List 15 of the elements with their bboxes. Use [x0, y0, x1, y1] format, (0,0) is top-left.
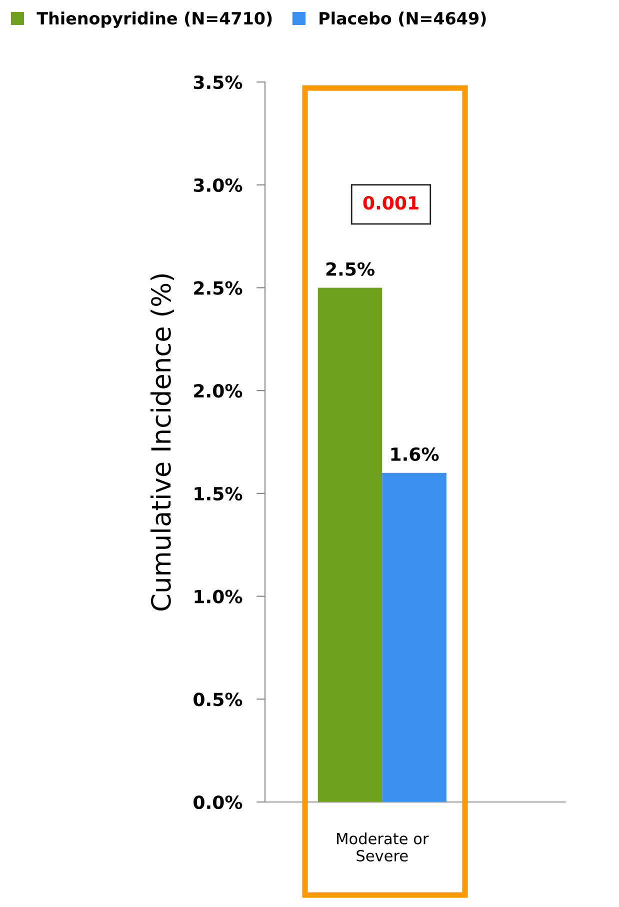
- y-tick-label: 2.5%: [194, 281, 242, 295]
- x-tick-label: Moderate or Severe: [337, 832, 429, 862]
- y-axis-title: Cumulative Incidence (%): [150, 274, 174, 610]
- annotation: 0.001: [363, 196, 418, 210]
- y-tick-label: 2.0%: [194, 384, 242, 398]
- y-tick-label: 3.0%: [194, 178, 242, 192]
- y-tick-label: 1.0%: [194, 590, 242, 604]
- y-tick-label: 0.0%: [194, 795, 242, 810]
- data-label: 1.6%: [391, 447, 439, 462]
- y-tick-label: 0.5%: [194, 692, 242, 706]
- legend-label: Placebo (N=4649): [320, 12, 486, 27]
- legend-label: Thienopyridine (N=4710): [36, 12, 272, 28]
- y-tick-label: 1.5%: [194, 486, 242, 501]
- data-label: 2.5%: [326, 262, 374, 276]
- y-tick-label: 3.5%: [194, 75, 242, 90]
